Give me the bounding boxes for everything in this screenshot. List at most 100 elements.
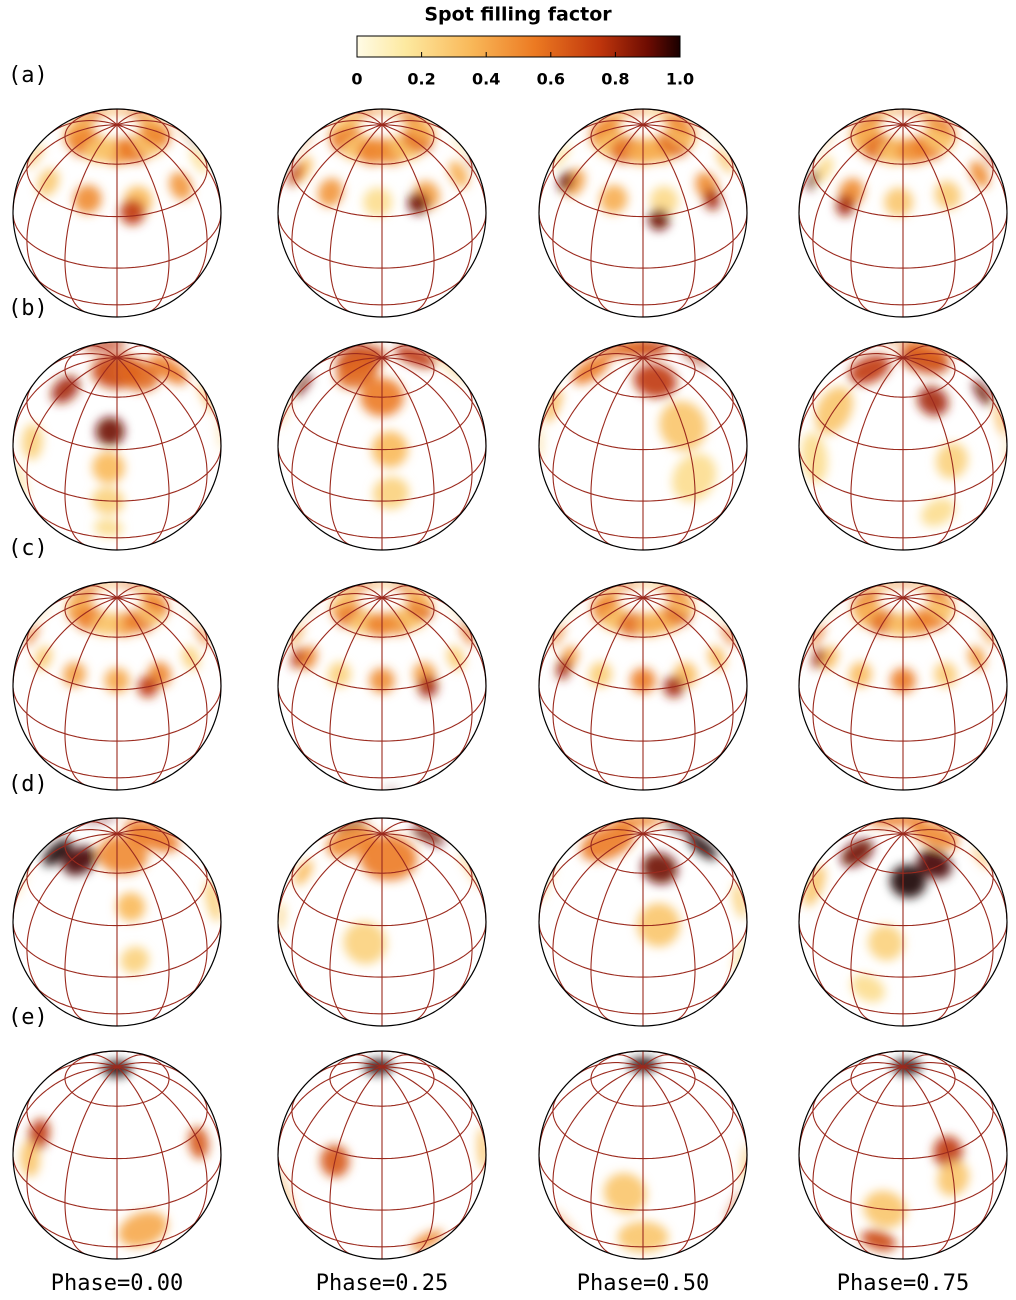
grid-line — [12, 357, 118, 443]
grid-line — [819, 983, 987, 1015]
globe-outline — [798, 817, 1008, 1027]
globe — [12, 817, 222, 1027]
spot — [330, 590, 359, 607]
globes: (a) (b) (c) (d) (e) Phase=0.00 Phase=0.25 Phase… — [8, 63, 1008, 1296]
grid-line — [33, 507, 201, 539]
spot — [116, 892, 146, 922]
grid-line — [277, 212, 487, 269]
spot — [539, 424, 543, 462]
grid-line — [902, 597, 1008, 683]
grid-line — [642, 1066, 748, 1156]
grid-line — [850, 124, 904, 313]
spot — [372, 476, 410, 510]
spot — [120, 946, 150, 974]
grid-line — [613, 821, 644, 835]
grid-line — [26, 1066, 118, 1232]
grid-line — [12, 833, 118, 919]
grid-line — [291, 625, 473, 691]
spot — [359, 834, 418, 881]
spot — [906, 342, 949, 361]
grid-line — [642, 357, 696, 546]
grid-line — [552, 1066, 644, 1232]
spot — [92, 451, 125, 484]
grid-line — [312, 120, 383, 136]
grid-line — [26, 152, 208, 218]
spot — [37, 168, 60, 197]
globe-outline — [798, 581, 1008, 791]
grid-line — [812, 357, 904, 523]
grid-line — [26, 357, 118, 523]
grid-line — [116, 833, 170, 1022]
grid-line — [538, 212, 748, 269]
spots — [13, 818, 221, 974]
grid-line — [538, 597, 644, 687]
spot — [95, 416, 125, 446]
spot — [807, 169, 818, 191]
spot — [83, 136, 117, 163]
spot — [982, 147, 997, 169]
grid-line — [381, 1054, 412, 1068]
spot — [13, 462, 28, 498]
globe — [798, 341, 1008, 551]
grid-line — [352, 585, 383, 599]
spot — [917, 848, 952, 880]
grid-line — [116, 821, 147, 835]
globe — [277, 108, 487, 318]
grid-line — [329, 1066, 383, 1255]
grid-line — [87, 345, 118, 359]
spot — [552, 144, 571, 169]
grid-line — [613, 1054, 644, 1068]
grid-line — [26, 1094, 208, 1160]
colorbar-ticks: 0 0.2 0.4 0.6 0.8 1.0 — [351, 52, 694, 89]
grid-line — [87, 821, 118, 835]
globe-outline — [277, 581, 487, 791]
grid-line — [381, 593, 452, 609]
grid-line — [12, 445, 222, 502]
globe-outline — [277, 1050, 487, 1260]
grid-line — [642, 345, 673, 359]
globe — [538, 108, 748, 318]
grid-line — [798, 921, 1008, 978]
grid-line — [12, 597, 118, 683]
spot — [278, 395, 291, 427]
grid-line — [312, 1062, 383, 1078]
globe — [277, 341, 487, 551]
grid-line — [552, 124, 644, 290]
colorbar-tick-label: 0.2 — [407, 70, 435, 89]
grid-line — [902, 353, 973, 369]
globe-outline — [798, 108, 1008, 318]
grid-line — [298, 507, 466, 539]
grid-line — [538, 445, 748, 502]
grid-line — [116, 593, 187, 609]
grid-line — [26, 861, 208, 927]
grid-line — [873, 1054, 904, 1068]
grid-line — [116, 833, 222, 923]
grid-line — [642, 112, 673, 126]
grid-line — [298, 274, 466, 306]
grid-line — [902, 120, 973, 136]
spot — [451, 136, 471, 159]
grid-line — [902, 597, 956, 786]
grid-line — [902, 357, 956, 546]
globe-outline — [12, 581, 222, 791]
grid-line — [298, 1216, 466, 1248]
grid-line — [381, 585, 412, 599]
grid-line — [798, 124, 904, 214]
grid-line — [902, 357, 1008, 443]
grid-line — [613, 585, 644, 599]
grid-line — [329, 597, 383, 786]
grid-line — [552, 385, 734, 451]
globe-outline — [277, 817, 487, 1027]
spot — [867, 818, 926, 827]
grid-line — [12, 1066, 118, 1152]
grid-line — [116, 1062, 187, 1078]
grid-line — [642, 833, 734, 999]
grid-line — [116, 357, 222, 447]
grid-line — [277, 921, 487, 978]
grid-line — [902, 1066, 956, 1255]
grid-line — [902, 1062, 973, 1078]
grid-line — [902, 124, 1008, 210]
grid-line — [902, 833, 994, 999]
grid-line — [381, 1066, 435, 1255]
grid-line — [329, 357, 383, 546]
